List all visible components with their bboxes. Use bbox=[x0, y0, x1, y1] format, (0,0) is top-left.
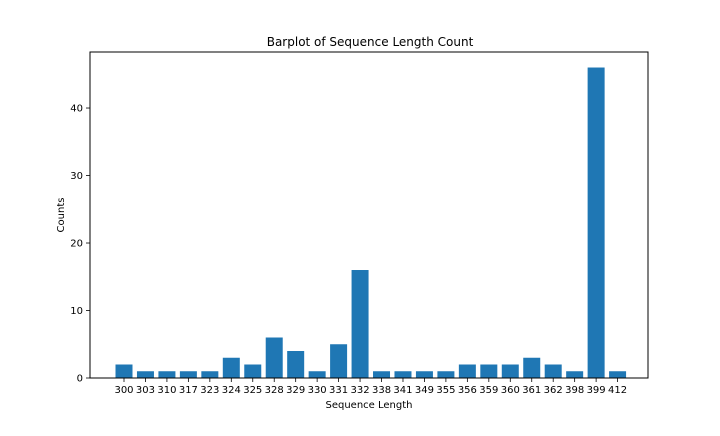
x-tick-label: 300 bbox=[114, 385, 133, 396]
bar-359 bbox=[480, 364, 498, 378]
x-tick-label: 412 bbox=[608, 385, 627, 396]
bar-331 bbox=[330, 344, 348, 378]
chart-title: Barplot of Sequence Length Count bbox=[267, 35, 474, 49]
bar-362 bbox=[544, 364, 562, 378]
x-tick-label: 317 bbox=[179, 385, 198, 396]
bar-325 bbox=[244, 364, 262, 378]
x-tick-label: 355 bbox=[436, 385, 455, 396]
bar-323 bbox=[201, 371, 219, 378]
bar-356 bbox=[458, 364, 476, 378]
y-tick-label: 40 bbox=[70, 104, 83, 115]
bars-group bbox=[115, 67, 627, 379]
bar-341 bbox=[394, 371, 412, 378]
x-tick-label: 398 bbox=[565, 385, 584, 396]
x-ticks-group: 300 303 310 317 323 324 325 328 329 330 331 332 338 3… bbox=[114, 378, 627, 396]
y-tick-label: 0 bbox=[77, 374, 83, 385]
bar-399 bbox=[587, 67, 605, 379]
x-tick-label: 359 bbox=[479, 385, 498, 396]
x-tick-label: 324 bbox=[222, 385, 241, 396]
x-tick-label: 330 bbox=[308, 385, 327, 396]
bar-324 bbox=[222, 357, 240, 378]
bar-355 bbox=[437, 371, 455, 378]
bar-349 bbox=[415, 371, 433, 378]
y-tick-label: 20 bbox=[70, 239, 83, 250]
y-axis-label: Counts bbox=[56, 198, 67, 233]
bar-330 bbox=[308, 371, 326, 378]
bar-338 bbox=[373, 371, 391, 378]
bar-360 bbox=[501, 364, 519, 378]
x-tick-label: 341 bbox=[393, 385, 412, 396]
bar-310 bbox=[158, 371, 176, 378]
x-axis-label: Sequence Length bbox=[326, 400, 413, 411]
bar-361 bbox=[523, 357, 541, 378]
x-tick-label: 332 bbox=[351, 385, 370, 396]
plot-frame bbox=[89, 51, 649, 379]
x-tick-label: 328 bbox=[265, 385, 284, 396]
bar-300 bbox=[115, 364, 133, 378]
bar-332 bbox=[351, 270, 369, 378]
bar-317 bbox=[179, 371, 197, 378]
x-tick-label: 303 bbox=[136, 385, 155, 396]
x-tick-label: 331 bbox=[329, 385, 348, 396]
x-tick-label: 360 bbox=[501, 385, 520, 396]
x-tick-label: 338 bbox=[372, 385, 391, 396]
x-tick-label: 361 bbox=[522, 385, 541, 396]
y-tick-label: 30 bbox=[70, 171, 83, 182]
bar-412 bbox=[609, 371, 627, 378]
x-tick-label: 329 bbox=[286, 385, 305, 396]
x-tick-label: 399 bbox=[587, 385, 606, 396]
x-tick-label: 356 bbox=[458, 385, 477, 396]
bar-303 bbox=[136, 371, 154, 378]
y-ticks-group: 0 10 20 30 40 bbox=[70, 104, 90, 385]
x-tick-label: 325 bbox=[243, 385, 262, 396]
bar-328 bbox=[265, 337, 283, 378]
x-tick-label: 323 bbox=[200, 385, 219, 396]
x-tick-label: 362 bbox=[544, 385, 563, 396]
bar-329 bbox=[287, 351, 305, 378]
y-tick-label: 10 bbox=[70, 306, 83, 317]
x-tick-label: 349 bbox=[415, 385, 434, 396]
bar-398 bbox=[566, 371, 584, 378]
x-tick-label: 310 bbox=[157, 385, 176, 396]
